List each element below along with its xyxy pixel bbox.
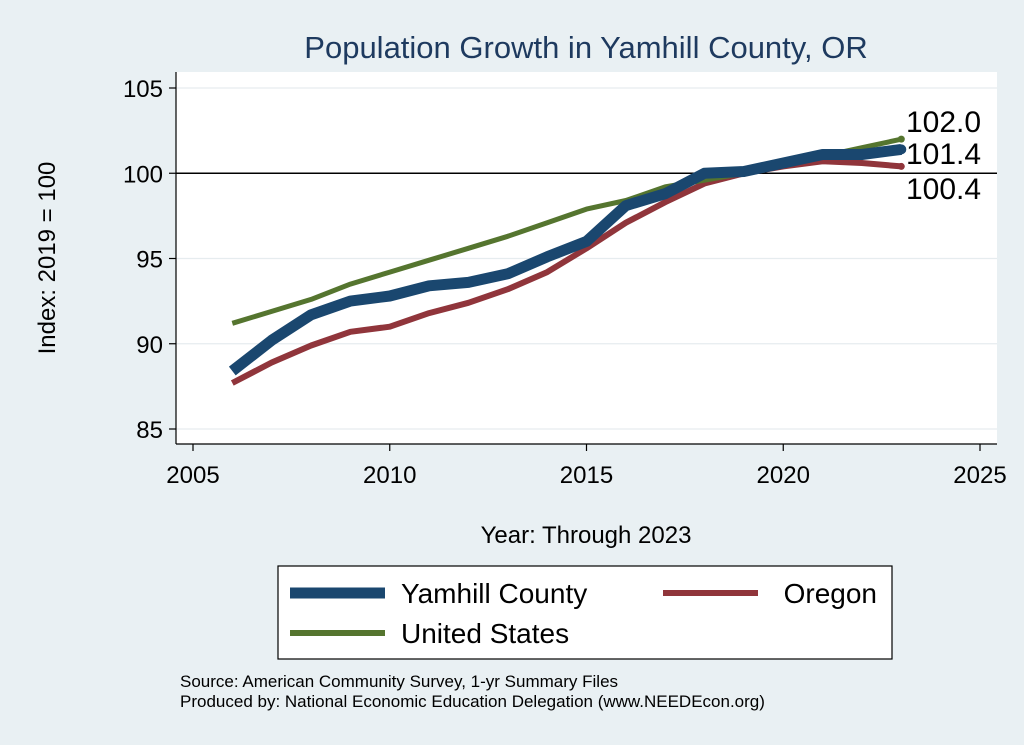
y-tick-label: 100: [123, 161, 163, 188]
x-axis-title: Year: Through 2023: [481, 522, 692, 549]
series-line-yamhill: [228, 143, 903, 376]
x-tick-label: 2015: [560, 462, 613, 489]
end-label-united-states: 102.0: [906, 106, 981, 139]
x-tick-label: 2005: [166, 462, 219, 489]
legend-label-united-states: United States: [401, 618, 569, 649]
y-tick-label: 90: [136, 332, 163, 359]
y-axis-title: Index: 2019 = 100: [34, 162, 61, 355]
y-tick-label: 105: [123, 76, 163, 103]
end-label-oregon: 100.4: [906, 173, 981, 206]
y-tick-label: 85: [136, 417, 163, 444]
legend: Yamhill County Oregon United States: [277, 565, 893, 660]
series-line-united-states-end-marker: [897, 135, 905, 143]
source-line: Source: American Community Survey, 1-yr …: [180, 672, 618, 691]
legend-label-oregon: Oregon: [784, 578, 877, 609]
x-tick-label: 2025: [953, 462, 1006, 489]
end-label-yamhill: 101.4: [906, 138, 981, 171]
legend-box: [277, 565, 893, 660]
series-line-oregon-end-marker: [897, 162, 905, 170]
chart-title: Population Growth in Yamhill County, OR: [304, 30, 867, 65]
producer-line: Produced by: National Economic Education…: [180, 692, 765, 711]
x-tick-label: 2020: [757, 462, 810, 489]
legend-label-yamhill: Yamhill County: [401, 578, 587, 609]
x-tick-label: 2010: [363, 462, 416, 489]
y-tick-label: 95: [136, 247, 163, 274]
series-line-yamhill-end-marker: [896, 144, 907, 155]
